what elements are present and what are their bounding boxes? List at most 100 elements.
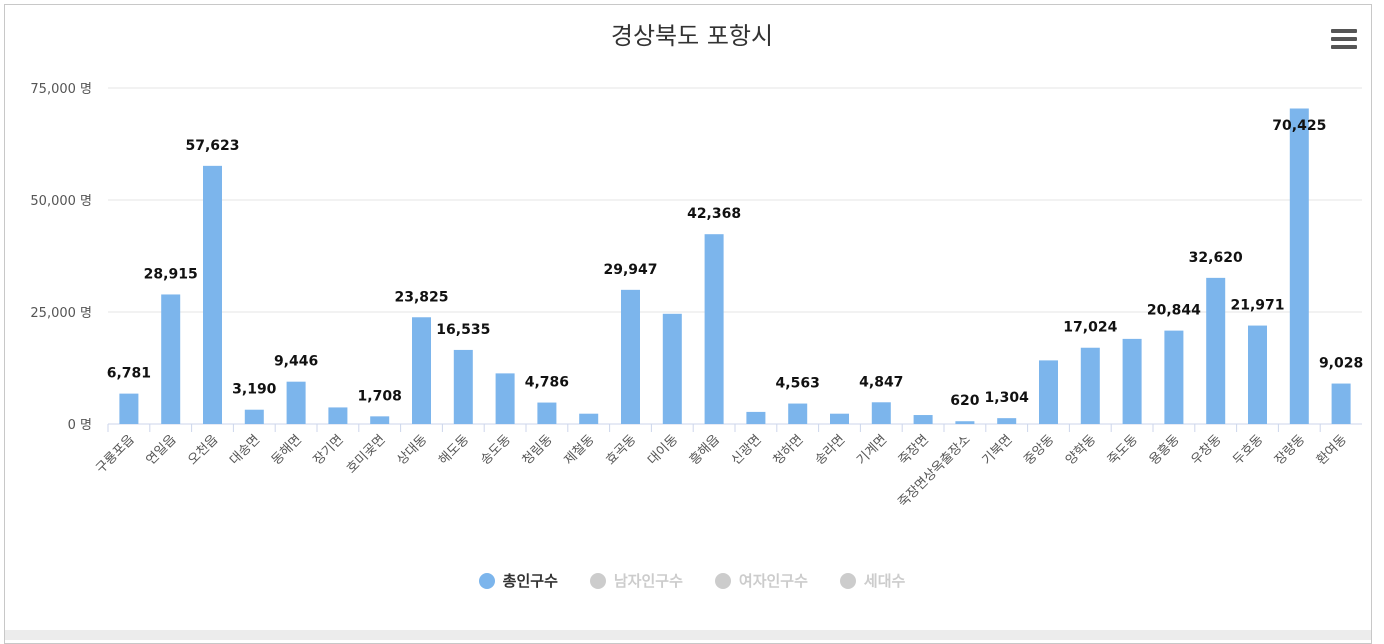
- data-label: 4,847: [859, 374, 903, 390]
- x-tick-label: 오천읍: [185, 432, 221, 468]
- bar[interactable]: [746, 411, 766, 424]
- bar[interactable]: [1164, 330, 1184, 424]
- data-label: 9,028: [1319, 356, 1363, 372]
- data-label: 16,535: [436, 322, 490, 338]
- bar[interactable]: [286, 381, 306, 424]
- bar[interactable]: [955, 421, 975, 424]
- data-label: 70,425: [1272, 118, 1326, 134]
- data-label: 57,623: [185, 138, 239, 154]
- data-label: 620: [950, 393, 979, 409]
- data-label: 9,446: [274, 354, 318, 370]
- bar[interactable]: [1206, 277, 1226, 424]
- bars: [119, 108, 1351, 425]
- x-tick-label: 해도동: [436, 432, 472, 468]
- x-tick-label: 두호동: [1230, 432, 1266, 468]
- x-tick-label: 송도동: [478, 432, 514, 468]
- bar[interactable]: [997, 418, 1017, 424]
- x-tick-label: 죽장면: [896, 432, 932, 468]
- x-tick-label: 효곡동: [603, 432, 639, 468]
- bar[interactable]: [871, 402, 891, 424]
- data-label: 1,304: [985, 390, 1030, 406]
- bar[interactable]: [1122, 338, 1142, 424]
- legend-marker-icon: [839, 572, 856, 589]
- data-label: 29,947: [603, 262, 657, 278]
- bar[interactable]: [244, 409, 264, 424]
- data-label: 42,368: [687, 206, 741, 222]
- hamburger-menu-icon[interactable]: [1331, 29, 1357, 51]
- x-tick-label: 기계면: [854, 432, 890, 468]
- legend-item[interactable]: 세대수: [839, 570, 905, 591]
- x-tick-label: 중앙동: [1021, 432, 1057, 468]
- bar[interactable]: [453, 349, 473, 424]
- x-tick-label: 흥해읍: [687, 432, 723, 468]
- x-tick-label: 청하면: [771, 432, 807, 468]
- data-labels: 6,781 28,915 57,623 3,190 9,446 1,708 23,825 16…: [107, 118, 1363, 409]
- bar[interactable]: [1331, 383, 1351, 424]
- bar[interactable]: [1080, 347, 1100, 424]
- x-tick-label: 죽장면상옥출장소: [895, 432, 973, 510]
- data-label: 23,825: [394, 289, 448, 305]
- data-label: 6,781: [107, 366, 151, 382]
- legend: 총인구수 남자인구수 여자인구수 세대수: [0, 570, 1384, 591]
- legend-marker-icon: [478, 572, 495, 589]
- x-tick-label: 구룡포읍: [93, 432, 137, 476]
- legend-label: 총인구수: [502, 572, 558, 590]
- bar[interactable]: [913, 415, 933, 424]
- bar[interactable]: [328, 407, 348, 424]
- y-axis: 0 명 25,000 명 50,000 명 75,000 명: [30, 82, 92, 433]
- bar[interactable]: [704, 234, 724, 424]
- x-tick-label: 신광면: [729, 432, 765, 468]
- x-tick-label: 양학동: [1063, 432, 1099, 468]
- x-tick-label: 기북면: [980, 432, 1016, 468]
- bar[interactable]: [1039, 360, 1058, 424]
- x-tick-label: 송라면: [812, 432, 848, 468]
- legend-item[interactable]: 남자인구수: [589, 570, 683, 591]
- data-label: 4,786: [525, 375, 569, 391]
- x-tick-label: 대송면: [227, 432, 263, 468]
- bar[interactable]: [621, 289, 640, 424]
- legend-item[interactable]: 총인구수: [478, 570, 558, 591]
- x-tick-label: 호미곶면: [344, 432, 388, 476]
- x-tick-label: 제철동: [562, 432, 598, 468]
- data-label: 32,620: [1189, 250, 1243, 266]
- legend-label: 남자인구수: [613, 572, 683, 590]
- bar[interactable]: [1248, 325, 1267, 424]
- legend-label: 여자인구수: [738, 572, 808, 590]
- x-tick-label: 용흥동: [1147, 432, 1183, 468]
- data-label: 28,915: [144, 266, 198, 282]
- x-tick-label: 장량동: [1272, 432, 1308, 468]
- chart-container: [4, 4, 1372, 644]
- data-label: 21,971: [1230, 298, 1284, 314]
- footer-strip: [5, 630, 1371, 640]
- y-tick-label: 0 명: [68, 418, 92, 433]
- x-tick-label: 동해면: [269, 432, 305, 468]
- bar[interactable]: [830, 413, 849, 424]
- y-tick-label: 25,000 명: [30, 306, 92, 321]
- x-tick-label: 우창동: [1189, 432, 1225, 468]
- bar[interactable]: [203, 165, 222, 425]
- bar[interactable]: [119, 393, 139, 424]
- x-tick-label: 상대동: [394, 432, 430, 468]
- data-label: 17,024: [1063, 320, 1117, 336]
- legend-marker-icon: [589, 572, 606, 589]
- bar[interactable]: [662, 313, 682, 424]
- y-tick-label: 50,000 명: [30, 194, 92, 209]
- bar[interactable]: [161, 294, 181, 424]
- x-tick-label: 환여동: [1314, 432, 1350, 468]
- legend-marker-icon: [714, 572, 731, 589]
- x-tick-label: 죽도동: [1105, 432, 1141, 468]
- bar[interactable]: [495, 373, 515, 424]
- bar[interactable]: [579, 413, 599, 424]
- legend-item[interactable]: 여자인구수: [714, 570, 808, 591]
- data-label: 1,708: [358, 388, 402, 404]
- data-label: 4,563: [776, 376, 820, 392]
- chart-title: 경상북도 포항시: [610, 22, 774, 50]
- bar[interactable]: [370, 416, 390, 424]
- bar[interactable]: [537, 402, 557, 424]
- y-tick-label: 75,000 명: [30, 82, 92, 97]
- bar[interactable]: [412, 317, 431, 424]
- bar[interactable]: [788, 403, 808, 424]
- bar[interactable]: [1289, 108, 1309, 424]
